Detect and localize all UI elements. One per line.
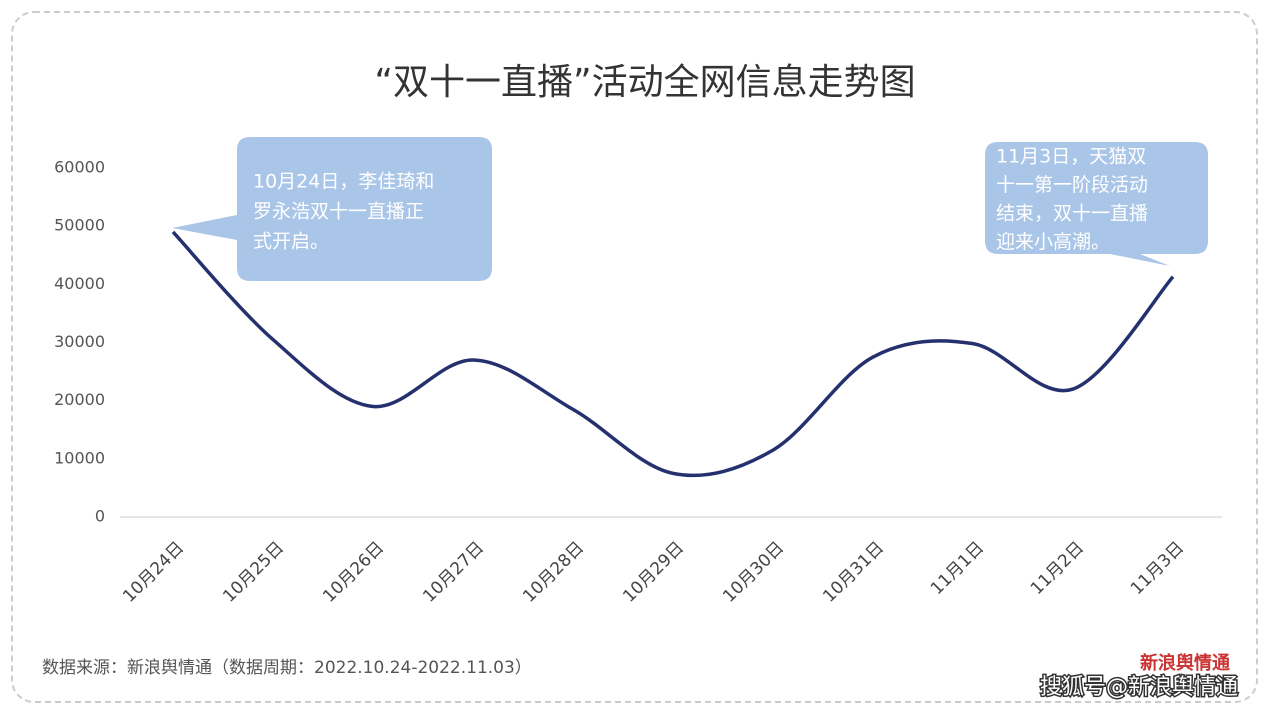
y-tick-label: 60000 <box>54 158 105 177</box>
y-tick-label: 50000 <box>54 216 105 235</box>
callout <box>172 137 492 281</box>
watermark: 搜狐号@新浪舆情通 <box>1040 675 1238 700</box>
y-tick-label: 40000 <box>54 274 105 293</box>
annotation: 结束，双十一直播 <box>996 203 1148 225</box>
source-note: 数据来源：新浪舆情通（数据周期：2022.10.24-2022.11.03） <box>42 658 532 678</box>
annotation: 罗永浩双十一直播正 <box>253 201 424 223</box>
annotation: 10月24日，李佳琦和 <box>253 171 434 193</box>
logo: 新浪舆情通 <box>1140 652 1230 674</box>
callout <box>985 142 1208 266</box>
y-tick-label: 30000 <box>54 332 105 351</box>
y-tick-label: 0 <box>95 507 105 526</box>
annotation: 11月3日，天猫双 <box>996 146 1146 168</box>
annotation: 式开启。 <box>253 231 329 253</box>
chart-title: “双十一直播”活动全网信息走势图 <box>374 62 915 103</box>
y-tick-label: 10000 <box>54 448 105 467</box>
annotation: 迎来小高潮。 <box>996 231 1110 253</box>
line <box>171 230 1175 478</box>
y-tick-label: 20000 <box>54 390 105 409</box>
annotation: 十一第一阶段活动 <box>996 174 1148 196</box>
